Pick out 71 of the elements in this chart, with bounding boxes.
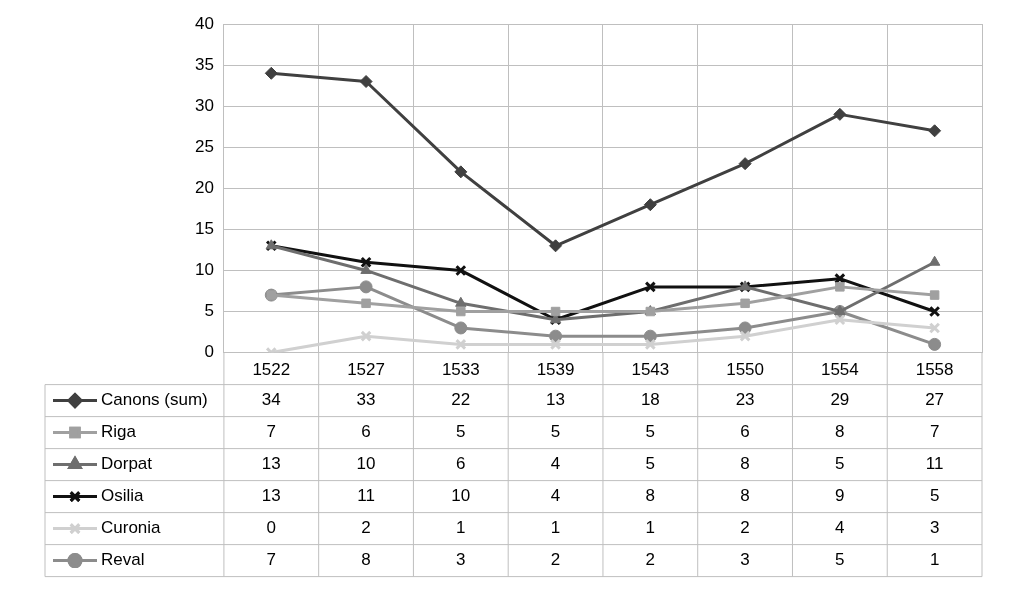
data-label: 5 xyxy=(550,422,561,442)
y-tick-label: 25 xyxy=(194,136,214,156)
data-label: 11 xyxy=(357,486,375,506)
data-label: 7 xyxy=(266,550,277,570)
legend-label: Dorpat xyxy=(101,454,153,474)
data-label: 4 xyxy=(835,518,845,538)
data-label: 6 xyxy=(456,454,466,474)
data-label: 6 xyxy=(361,422,371,442)
data-label: 7 xyxy=(266,422,277,442)
data-label: 2 xyxy=(645,550,656,570)
x-tick-label: 1527 xyxy=(347,360,385,380)
x-tick-label: 1539 xyxy=(536,360,575,380)
x-tick-label: 1533 xyxy=(441,360,480,380)
data-label: 4 xyxy=(550,454,561,474)
data-label: 0 xyxy=(266,518,277,538)
data-label: 13 xyxy=(261,486,281,506)
legend-label: Canons (sum) xyxy=(101,390,208,410)
data-label: 8 xyxy=(361,550,371,570)
data-label: 5 xyxy=(929,486,940,506)
data-label: 5 xyxy=(645,454,656,474)
legend-label: Osilia xyxy=(101,486,145,506)
y-tick-label: 10 xyxy=(194,260,214,280)
data-label: 5 xyxy=(456,422,466,442)
data-label: 13 xyxy=(546,390,566,410)
data-label: 2 xyxy=(740,518,750,538)
data-label: 3 xyxy=(740,550,750,570)
data-label: 10 xyxy=(356,454,376,474)
data-label: 29 xyxy=(830,390,850,410)
data-label: 23 xyxy=(735,390,755,410)
data-label: 8 xyxy=(740,454,750,474)
data-label: 27 xyxy=(925,390,945,410)
data-label: 22 xyxy=(451,390,471,410)
data-label: 4 xyxy=(550,486,561,506)
data-label: 2 xyxy=(550,550,561,570)
data-label: 5 xyxy=(835,454,845,474)
legend-label: Curonia xyxy=(101,518,162,538)
data-label: 8 xyxy=(645,486,656,506)
legend-label: Riga xyxy=(101,422,137,442)
data-label: 34 xyxy=(261,390,281,410)
data-label: 3 xyxy=(456,550,466,570)
data-label: 10 xyxy=(451,486,471,506)
data-label: 5 xyxy=(645,422,656,442)
data-label: 7 xyxy=(929,422,940,442)
x-tick-label: 1543 xyxy=(631,360,670,380)
y-tick-label: 5 xyxy=(204,301,214,321)
x-tick-label: 1554 xyxy=(820,360,859,380)
x-tick-label: 1550 xyxy=(726,360,765,380)
x-tick-label: 1522 xyxy=(252,360,291,380)
y-tick-label: 40 xyxy=(194,13,214,33)
data-label: 1 xyxy=(929,550,940,570)
data-label: 1 xyxy=(550,518,561,538)
data-label: 18 xyxy=(640,390,660,410)
data-label: 6 xyxy=(740,422,750,442)
data-label: 13 xyxy=(261,454,281,474)
y-tick-label: 35 xyxy=(194,54,214,74)
data-label: 8 xyxy=(835,422,845,442)
data-label: 3 xyxy=(929,518,940,538)
x-tick-label: 1558 xyxy=(915,360,954,380)
y-tick-label: 15 xyxy=(194,219,214,239)
data-label: 1 xyxy=(645,518,656,538)
legend-label: Reval xyxy=(101,550,145,570)
data-label: 9 xyxy=(835,486,845,506)
data-label: 11 xyxy=(925,454,944,474)
data-label: 1 xyxy=(456,518,466,538)
data-label: 2 xyxy=(361,518,371,538)
y-tick-label: 20 xyxy=(194,177,214,197)
y-tick-label: 30 xyxy=(194,95,214,115)
data-label: 8 xyxy=(740,486,750,506)
data-label: 33 xyxy=(356,390,376,410)
y-tick-label: 0 xyxy=(204,342,214,362)
data-label: 5 xyxy=(835,550,845,570)
